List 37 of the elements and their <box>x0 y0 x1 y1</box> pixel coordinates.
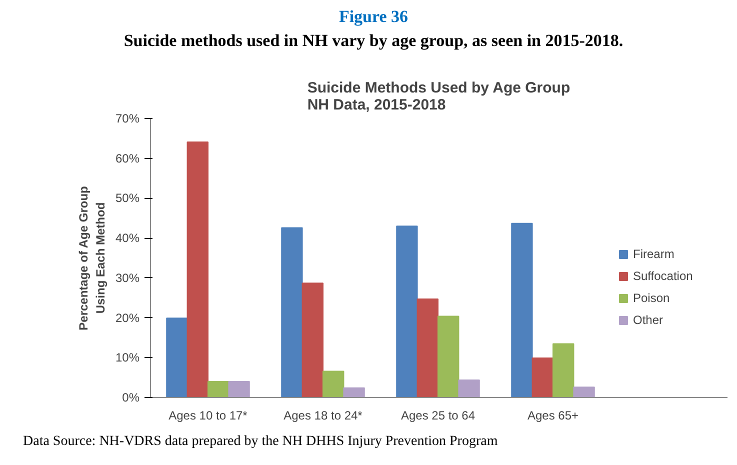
x-tick-label: Ages 18 to 24* <box>284 408 363 422</box>
bar <box>458 379 480 398</box>
y-tick-label: 10% <box>115 350 140 365</box>
y-tick-label: 60% <box>115 151 140 166</box>
y-tick-label: 70% <box>115 112 140 126</box>
bar <box>552 343 574 398</box>
bar <box>302 282 324 398</box>
y-tick-label: 20% <box>115 310 140 325</box>
legend-label: Firearm <box>633 247 676 261</box>
bar <box>322 370 344 398</box>
bar <box>343 387 365 398</box>
bar <box>438 316 460 398</box>
y-tick-label: 30% <box>115 270 140 285</box>
x-tick-label: Ages 25 to 64 <box>400 408 476 422</box>
legend-label: Other <box>633 313 664 327</box>
x-tick-label: Ages 65+ <box>527 408 579 422</box>
y-tick-label: 50% <box>115 191 140 206</box>
chart-title: Figure 36 <box>338 6 410 28</box>
x-tick-label: Ages 10 to 17* <box>168 408 248 422</box>
bar <box>396 226 418 398</box>
bar <box>166 318 188 398</box>
text: Suicide Methods Used by Age Group NH Data, 2015-2018 <box>307 80 570 114</box>
y-tick-label: 0% <box>122 390 140 404</box>
bar <box>532 358 554 398</box>
chart-subtitle: Suicide methods used in NH vary by age group, as seen in 2015-2018. <box>122 30 624 52</box>
bar <box>511 222 533 398</box>
legend-label: Suffocation <box>633 269 694 283</box>
bar <box>573 386 595 398</box>
bar <box>228 381 250 398</box>
y-axis-title: Percentage of Age Group Using Each Method <box>76 186 108 330</box>
bar <box>416 298 438 398</box>
bar <box>281 227 303 398</box>
source-note: Data Source: NH-VDRS data prepared by the NH DHHS Injury Prevention Program <box>22 433 498 451</box>
legend-label: Poison <box>633 291 671 305</box>
y-tick-label: 40% <box>115 231 140 246</box>
bar <box>186 142 208 398</box>
bar <box>208 381 230 398</box>
